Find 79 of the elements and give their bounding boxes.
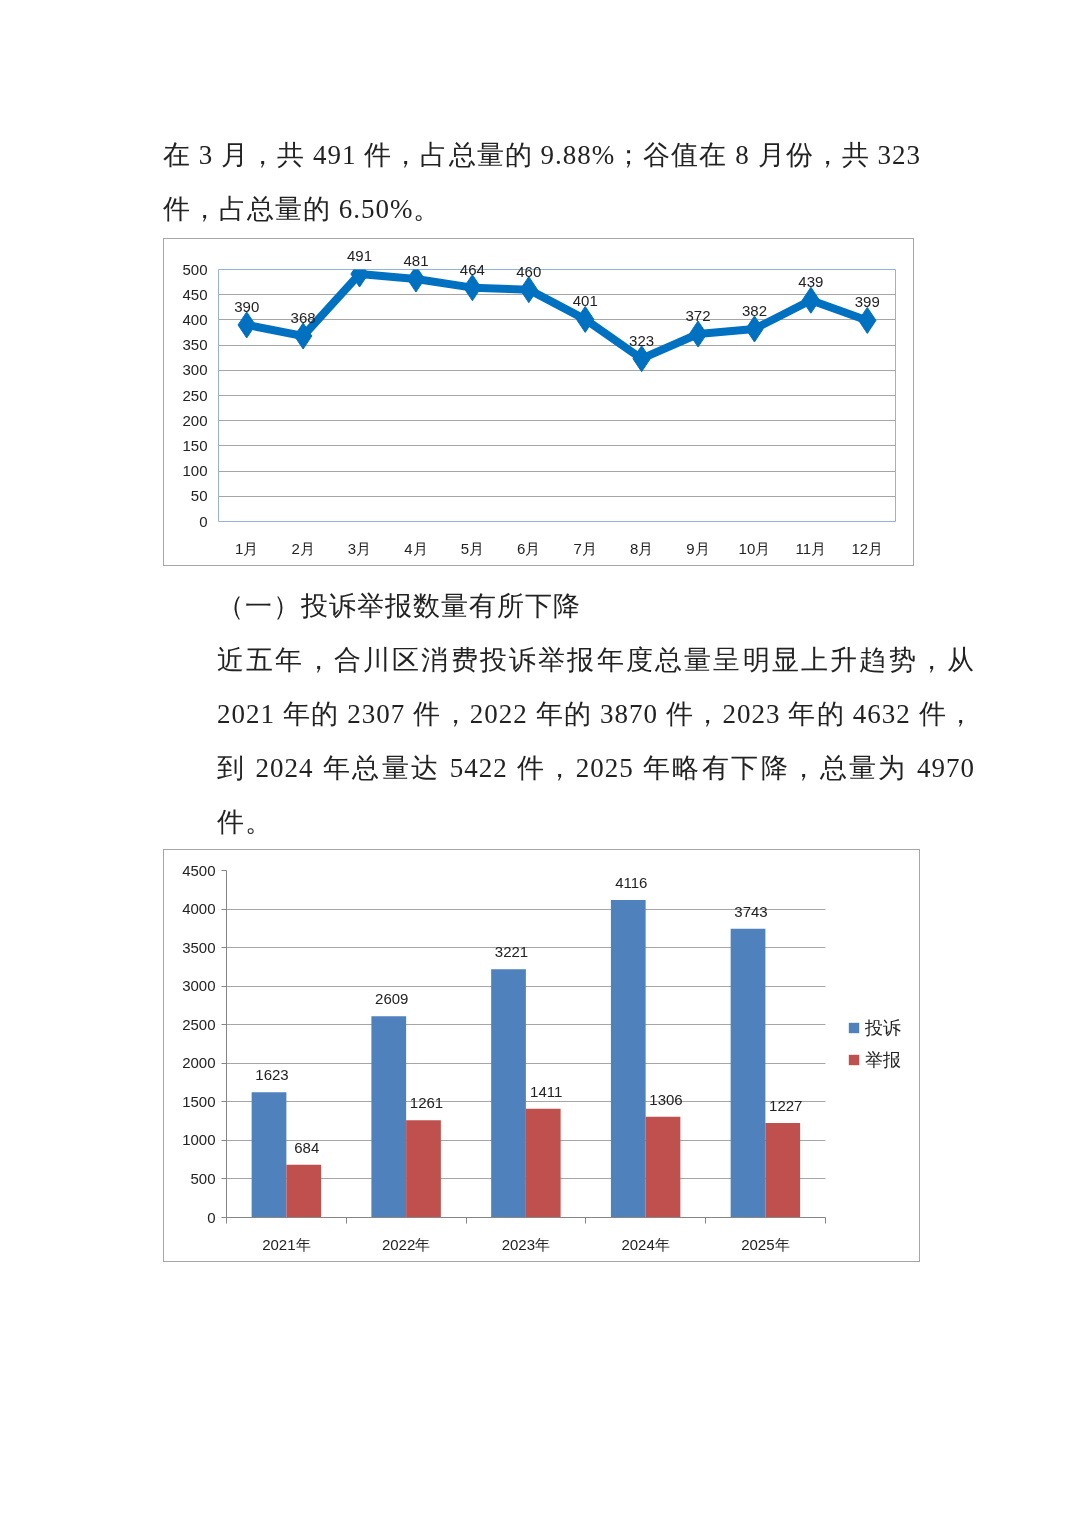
data-label: 2609 — [375, 990, 409, 1008]
data-label: 460 — [516, 262, 542, 280]
y-tick-label: 0 — [207, 1208, 216, 1226]
y-tick-label: 4500 — [182, 861, 216, 879]
x-tick-label: 2025年 — [741, 1235, 790, 1253]
y-tick-label: 100 — [182, 462, 208, 480]
bar — [525, 1108, 561, 1218]
data-label: 1306 — [649, 1090, 683, 1108]
data-label: 3743 — [734, 902, 768, 920]
data-label: 401 — [572, 292, 598, 310]
data-label: 1623 — [255, 1066, 289, 1084]
data-label: 382 — [741, 301, 767, 319]
data-label: 1227 — [769, 1096, 803, 1114]
legend-label: 举报 — [865, 1048, 901, 1072]
y-tick-label: 3000 — [182, 977, 216, 995]
y-tick-label: 3500 — [182, 938, 216, 956]
y-tick-label: 50 — [190, 487, 208, 505]
y-tick-label: 400 — [182, 310, 208, 328]
bar — [491, 969, 526, 1218]
text: 在 3 月，共 491 件，占总量的 9.88%；谷值在 8 月份，共 323 件，占总量的 6.50%。 — [163, 139, 921, 226]
y-tick-label: 2000 — [182, 1054, 216, 1072]
text: （一）投诉举报数量有所下降 — [217, 590, 581, 623]
y-tick-label: 450 — [182, 285, 208, 303]
y-tick-label: 1000 — [182, 1131, 216, 1149]
y-tick-label: 500 — [182, 260, 208, 278]
x-tick-label: 2024年 — [621, 1235, 670, 1253]
point — [801, 286, 821, 314]
data-label: 4116 — [615, 874, 648, 892]
y-tick-label: 300 — [182, 361, 208, 379]
x-tick-label: 12月 — [851, 539, 884, 557]
x-tick-label: 2021年 — [262, 1235, 311, 1253]
data-label: 390 — [234, 297, 260, 315]
bar — [286, 1164, 322, 1218]
y-tick-label: 350 — [182, 336, 208, 354]
x-tick-label: 2022年 — [381, 1235, 431, 1253]
data-label: 439 — [798, 273, 824, 291]
x-tick-label: 11月 — [795, 539, 827, 557]
x-tick-label: 3月 — [347, 539, 372, 557]
data-label: 1411 — [530, 1082, 563, 1100]
data-label: 1261 — [409, 1094, 444, 1112]
y-tick-label: 1500 — [182, 1092, 216, 1110]
bar — [610, 900, 646, 1218]
x-tick-label: 1月 — [235, 539, 259, 557]
y-tick-label: 250 — [182, 386, 208, 404]
y-tick-label: 0 — [199, 512, 208, 530]
x-tick-label: 2月 — [291, 539, 315, 557]
data-label: 323 — [629, 331, 655, 349]
x-tick-label: 7月 — [573, 539, 597, 557]
data-label: 372 — [685, 307, 711, 325]
data-label: 368 — [290, 309, 316, 327]
y-tick-label: 500 — [190, 1169, 216, 1187]
bar — [730, 928, 766, 1218]
point — [293, 322, 313, 350]
point — [406, 269, 426, 293]
x-tick-label: 2023年 — [501, 1235, 551, 1253]
x-tick-label: 5月 — [460, 539, 485, 557]
data-label: 464 — [459, 260, 485, 278]
data-label: 491 — [347, 247, 373, 265]
legend-label: 投诉 — [865, 1016, 901, 1040]
data-label: 684 — [294, 1138, 320, 1156]
x-tick-label: 6月 — [517, 539, 541, 557]
data-label: 481 — [403, 252, 429, 270]
y-tick-label: 200 — [182, 411, 208, 429]
text: 近五年，合川区消费投诉举报年度总量呈明显上升趋势，从 2021 年的 2307 件，2022 年的 3870 件，2023 年的 4632 件，到 2024 年总量达 5422 件，2025 年略有下降，总量为 4970 件。 — [217, 644, 975, 839]
data-label: 399 — [854, 293, 880, 311]
x-tick-label: 4月 — [404, 539, 428, 557]
x-tick-label: 8月 — [629, 539, 654, 557]
y-tick-label: 150 — [182, 436, 208, 454]
bar — [645, 1116, 681, 1218]
bar — [765, 1122, 801, 1218]
x-tick-label: 10月 — [738, 539, 771, 557]
data-label: 3221 — [494, 943, 529, 961]
y-tick-label: 2500 — [182, 1015, 216, 1033]
point — [688, 320, 708, 348]
bar — [251, 1092, 287, 1218]
x-tick-label: 9月 — [686, 539, 710, 557]
y-tick-label: 4000 — [182, 900, 216, 918]
bar — [371, 1016, 407, 1218]
bar — [406, 1120, 441, 1218]
